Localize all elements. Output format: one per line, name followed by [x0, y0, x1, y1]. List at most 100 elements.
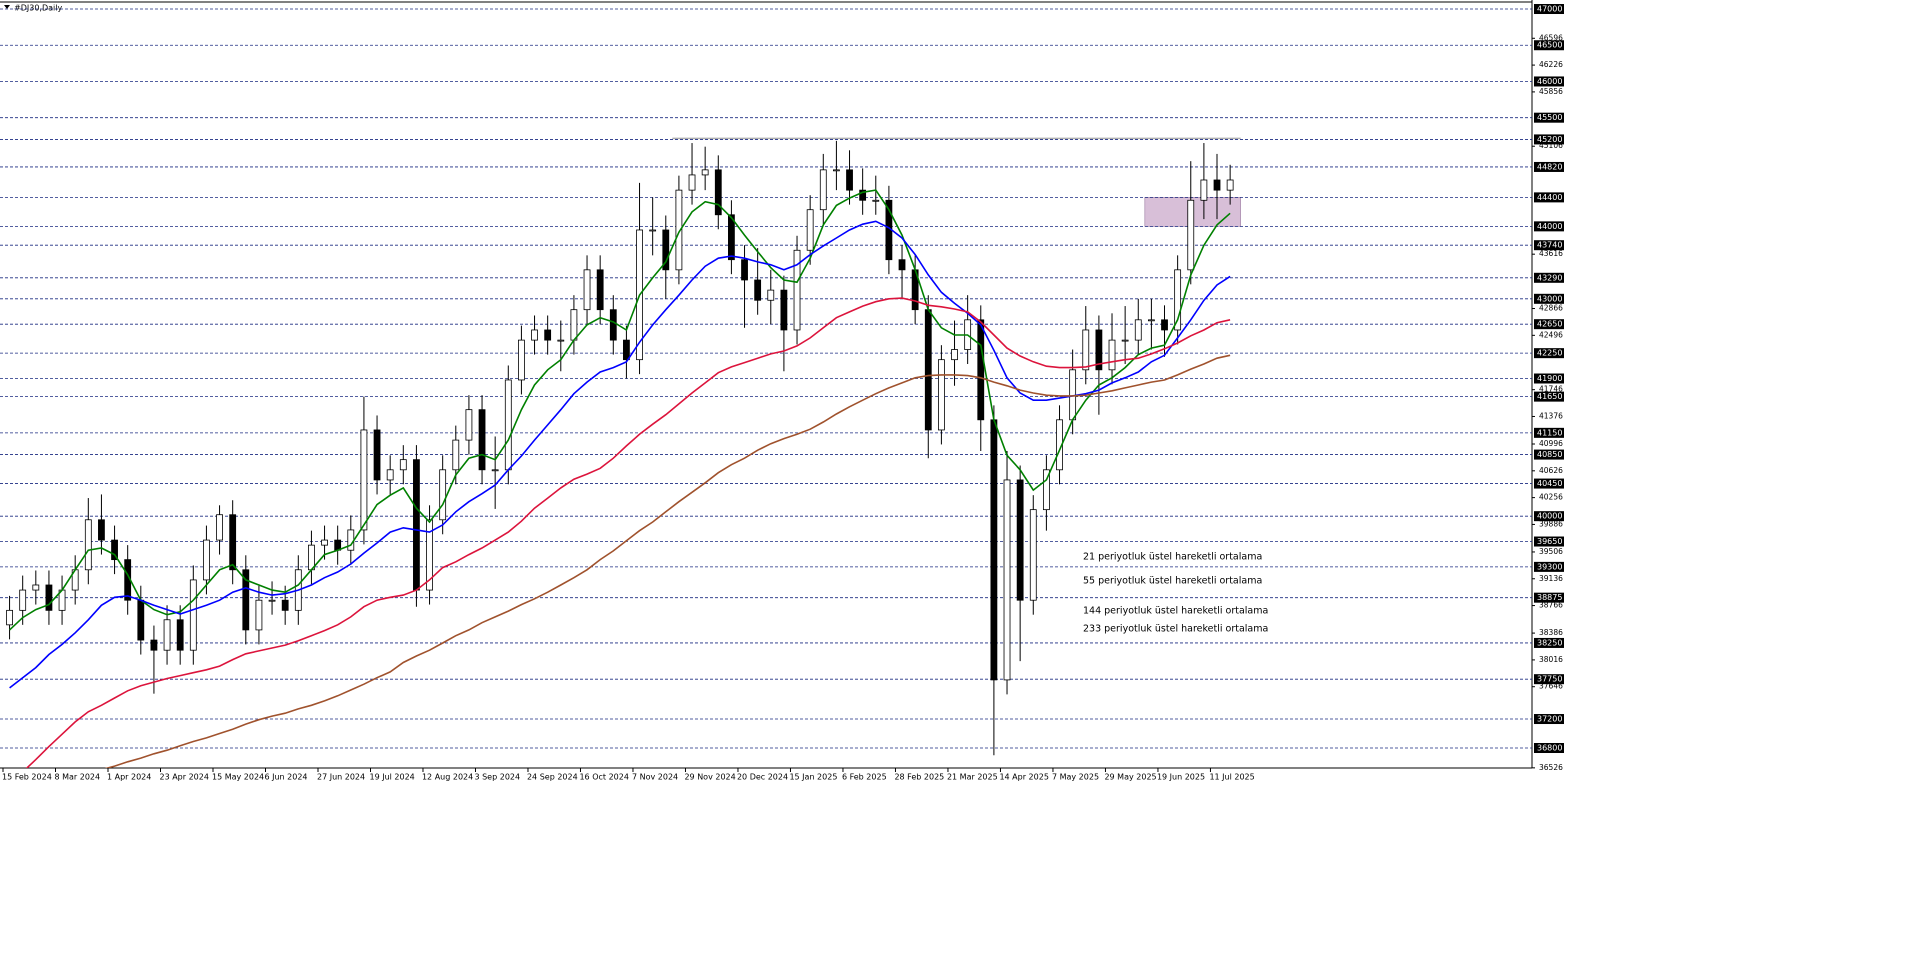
- level-label-box: [1534, 449, 1564, 460]
- candle-body: [111, 539, 118, 561]
- x-tick-label: 6 Jun 2024: [264, 773, 307, 782]
- candle-body: [176, 619, 184, 651]
- level-label: 44400: [1537, 193, 1562, 202]
- x-tick-label: 19 Jun 2025: [1157, 773, 1205, 782]
- candle-body: [780, 289, 788, 331]
- candle-body: [255, 599, 263, 631]
- y-tick-label: 46596: [1539, 33, 1563, 42]
- moving-average-line: [9, 189, 1231, 631]
- level-label-box: [1534, 221, 1564, 232]
- candle-body: [32, 584, 40, 591]
- level-label-box: [1534, 76, 1564, 87]
- x-tick-label: 24 Sep 2024: [527, 773, 578, 782]
- x-tick-label: 21 Mar 2025: [947, 773, 998, 782]
- candle-body: [662, 229, 670, 271]
- x-tick-label: 15 May 2024: [212, 773, 264, 782]
- level-label-box: [1534, 134, 1564, 145]
- candle-body: [609, 309, 617, 341]
- candle-body: [1200, 179, 1208, 201]
- y-tick-label: 39886: [1539, 519, 1563, 528]
- x-tick-label: 20 Dec 2024: [737, 773, 788, 782]
- level-label: 40000: [1537, 512, 1562, 521]
- candle-body: [570, 309, 578, 341]
- candle-body: [281, 599, 289, 611]
- level-label: 45500: [1537, 113, 1562, 122]
- candle-body: [137, 599, 145, 641]
- candle-body: [701, 169, 709, 176]
- candle-body: [714, 169, 722, 216]
- candle-body: [583, 269, 591, 311]
- y-tick-label: 43616: [1539, 249, 1563, 258]
- y-tick-label: 36526: [1539, 763, 1563, 772]
- y-tick-label: 45856: [1539, 87, 1563, 96]
- x-tick-label: 3 Sep 2024: [474, 773, 520, 782]
- x-tick-label: 23 Apr 2024: [159, 773, 208, 782]
- candle-body: [833, 169, 840, 172]
- candle-body: [649, 229, 657, 232]
- y-tick-label: 38016: [1539, 655, 1563, 664]
- candle-body: [754, 279, 762, 301]
- level-label: 40850: [1537, 450, 1562, 459]
- x-tick-label: 14 Apr 2025: [999, 773, 1048, 782]
- candle-body: [872, 199, 880, 202]
- candle-body: [452, 439, 460, 471]
- candle-body: [819, 169, 827, 211]
- y-tick-label: 38766: [1539, 601, 1563, 610]
- level-label: 47000: [1537, 5, 1562, 14]
- moving-average-line: [104, 354, 1231, 768]
- x-tick-label: 16 Oct 2024: [579, 773, 628, 782]
- level-label-box: [1534, 161, 1564, 172]
- candle-body: [321, 539, 328, 546]
- level-label: 36800: [1537, 744, 1562, 753]
- menu-icon[interactable]: [4, 5, 10, 9]
- candle-body: [1187, 199, 1195, 271]
- level-label-box: [1534, 427, 1564, 438]
- moving-average-line: [25, 297, 1231, 768]
- level-label: 37750: [1537, 675, 1562, 684]
- level-label: 41150: [1537, 428, 1562, 437]
- level-label-box: [1534, 561, 1564, 572]
- candle-body: [163, 619, 171, 651]
- candle-body: [1095, 329, 1103, 371]
- y-tick-label: 37646: [1539, 682, 1563, 691]
- level-label: 46000: [1537, 77, 1562, 86]
- level-label: 43740: [1537, 241, 1562, 250]
- candle-body: [1082, 329, 1090, 371]
- moving-average-line: [9, 220, 1231, 689]
- candle-body: [924, 309, 932, 431]
- candle-body: [98, 519, 105, 541]
- candle-body: [84, 519, 92, 571]
- candle-body: [504, 379, 512, 471]
- candle-body: [977, 319, 985, 421]
- y-tick-label: 39506: [1539, 547, 1563, 556]
- x-tick-label: 1 Apr 2024: [107, 773, 151, 782]
- level-label-box: [1534, 4, 1564, 15]
- candle-body: [1174, 269, 1182, 331]
- candle-body: [439, 469, 447, 521]
- level-label-box: [1534, 743, 1564, 754]
- candle-body: [426, 519, 433, 591]
- x-tick-label: 11 Jul 2025: [1209, 773, 1254, 782]
- level-label: 37200: [1537, 715, 1562, 724]
- x-tick-label: 6 Feb 2025: [842, 773, 887, 782]
- candle-body: [413, 459, 420, 591]
- level-label: 41900: [1537, 374, 1562, 383]
- level-label: 43290: [1537, 273, 1562, 282]
- candle-body: [859, 189, 867, 201]
- candle-body: [1226, 179, 1234, 191]
- legend-entry: 233 periyotluk üstel hareketli ortalama: [1083, 624, 1268, 635]
- candle-body: [491, 469, 499, 472]
- candle-body: [806, 209, 814, 251]
- candle-body: [308, 544, 315, 571]
- candle-body: [793, 249, 801, 331]
- level-label-box: [1534, 714, 1564, 725]
- level-label-box: [1534, 637, 1564, 648]
- level-label: 39300: [1537, 562, 1562, 571]
- y-tick-label: 40256: [1539, 493, 1563, 502]
- x-tick-label: 28 Feb 2025: [894, 773, 944, 782]
- x-tick-label: 19 Jul 2024: [369, 773, 414, 782]
- level-label: 39650: [1537, 537, 1562, 546]
- legend-entry: 144 periyotluk üstel hareketli ortalama: [1083, 606, 1268, 617]
- level-label-box: [1534, 293, 1564, 304]
